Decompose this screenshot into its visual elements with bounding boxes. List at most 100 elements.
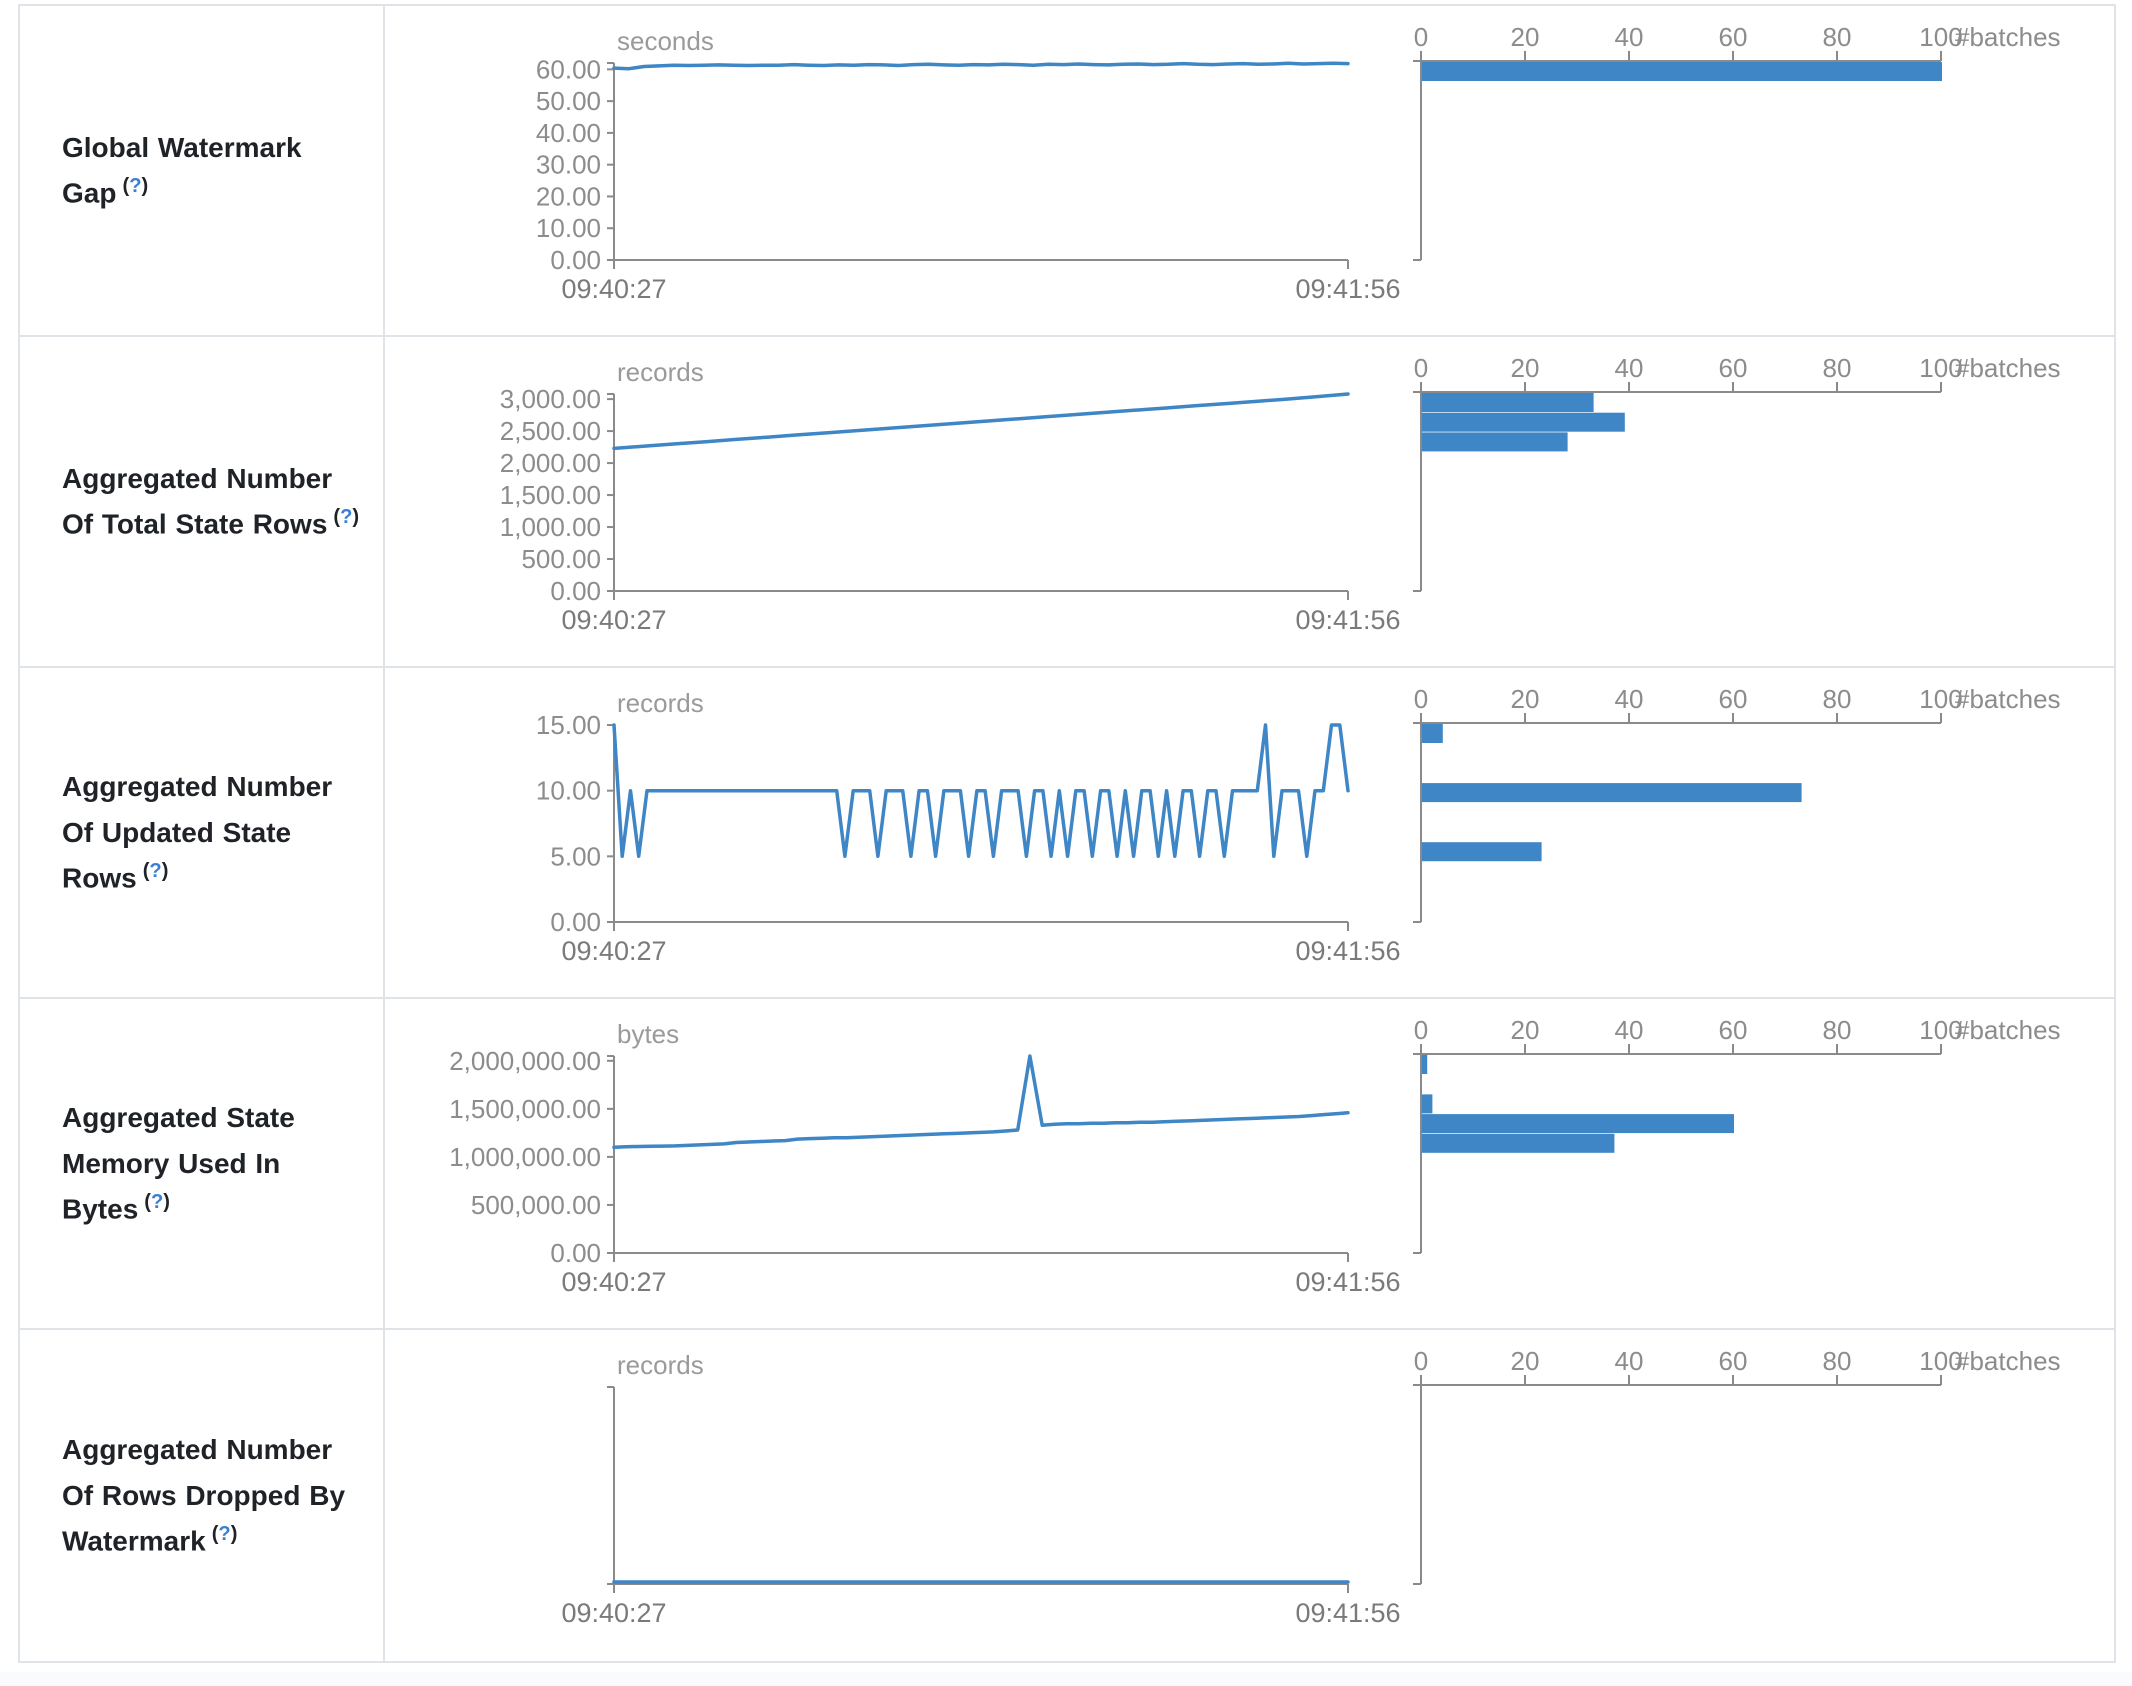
svg-text:2,500.00: 2,500.00 [500, 416, 601, 446]
svg-text:1,500,000.00: 1,500,000.00 [449, 1094, 601, 1124]
svg-text:records: records [617, 688, 704, 718]
svg-text:09:40:27: 09:40:27 [561, 936, 666, 966]
help-tooltip: (?) [144, 1191, 171, 1214]
chart-cell: records 15.00 10.00 5.00 0.00 09:40:27 09:41:5… [385, 668, 2114, 997]
svg-text:0: 0 [1414, 1346, 1428, 1376]
svg-text:20: 20 [1511, 1015, 1540, 1045]
svg-text:20.00: 20.00 [536, 181, 601, 211]
timeline-and-histogram-chart: records 09:40:27 09:41:56 0 20 40 60 80 100#batc… [561, 1346, 2061, 1628]
svg-text:60: 60 [1719, 353, 1748, 383]
svg-text:20: 20 [1511, 22, 1540, 52]
svg-text:#batches: #batches [1955, 1346, 2061, 1376]
svg-text:40: 40 [1615, 22, 1644, 52]
metric-label-cell: Global Watermark Gap (?) [20, 6, 385, 335]
svg-text:0: 0 [1414, 1015, 1428, 1045]
help-link[interactable]: ? [150, 1191, 164, 1214]
svg-text:100: 100 [1919, 684, 1962, 714]
svg-text:1,500.00: 1,500.00 [500, 480, 601, 510]
svg-text:20: 20 [1511, 353, 1540, 383]
timeline-and-histogram-chart: records3,000.002,500.002,000.001,500.001… [500, 353, 2061, 635]
svg-text:2,000,000.00: 2,000,000.00 [449, 1046, 601, 1076]
svg-text:0: 0 [1414, 353, 1428, 383]
svg-text:20: 20 [1511, 684, 1540, 714]
table-row: Aggregated Number Of Rows Dropped By Wat… [20, 1330, 2114, 1661]
help-link[interactable]: ? [340, 506, 353, 529]
svg-text:30.00: 30.00 [536, 150, 601, 180]
metric-label-text: Global Watermark Gap [62, 131, 302, 209]
metric-label: Aggregated Number Of Total State Rows (?) [62, 456, 363, 547]
table-row: Aggregated Number Of Total State Rows (?)… [20, 337, 2114, 668]
metric-label: Aggregated Number Of Updated State Rows(… [62, 764, 363, 900]
metric-label: Aggregated State Memory Used In Bytes (?) [62, 1095, 363, 1231]
svg-text:40.00: 40.00 [536, 118, 601, 148]
svg-text:80: 80 [1823, 684, 1852, 714]
svg-text:50.00: 50.00 [536, 86, 601, 116]
chart-cell: records 09:40:27 09:41:56 0 20 40 60 80 100 #batc… [385, 1330, 2114, 1661]
svg-text:5.00: 5.00 [550, 841, 601, 871]
svg-text:0: 0 [1414, 684, 1428, 714]
svg-text:0.00: 0.00 [550, 576, 601, 606]
svg-text:records: records [617, 1350, 704, 1380]
svg-text:09:40:27: 09:40:27 [561, 274, 666, 304]
chart-cell: bytes 2,000,000.00 1,500,000.00 1,000,000.0… [385, 999, 2114, 1328]
page-bottom-strip [0, 1672, 2132, 1686]
svg-text:80: 80 [1823, 1346, 1852, 1376]
svg-text:#batches: #batches [1955, 684, 2061, 714]
help-link[interactable]: ? [218, 1523, 231, 1546]
table-row: Aggregated Number Of Updated State Rows(… [20, 668, 2114, 999]
svg-text:#batches: #batches [1955, 1015, 2061, 1045]
chart-cell: records 3,000.00 2,500.00 2,000.00 1,500.00 1… [385, 337, 2114, 666]
svg-text:0: 0 [1414, 22, 1428, 52]
chart-cell: seconds 60.00 50.00 40.00 30.00 20.00 10.00 0.0… [385, 6, 2114, 335]
metric-label: Aggregated Number Of Rows Dropped By Wat… [62, 1427, 363, 1563]
svg-text:80: 80 [1823, 22, 1852, 52]
svg-text:100: 100 [1919, 353, 1962, 383]
svg-text:1,000.00: 1,000.00 [500, 512, 601, 542]
svg-text:0.00: 0.00 [550, 1238, 601, 1268]
svg-text:2,000.00: 2,000.00 [500, 448, 601, 478]
svg-text:500.00: 500.00 [521, 544, 601, 574]
svg-text:10.00: 10.00 [536, 776, 601, 806]
streaming-metrics-table: Global Watermark Gap (?) seconds 60.00 50.0… [18, 4, 2116, 1663]
svg-text:seconds: seconds [617, 26, 714, 56]
svg-text:60: 60 [1719, 22, 1748, 52]
svg-text:80: 80 [1823, 1015, 1852, 1045]
timeline-and-histogram-chart: seconds 60.0050.0040.0030.0020.0010.000.0… [536, 22, 2061, 304]
timeline-and-histogram-chart: bytes 2,000,000.00 1,500,000.00 1,000,000.0… [449, 1015, 2061, 1297]
metric-label-text: Aggregated State Memory Used In Bytes [62, 1102, 295, 1225]
svg-text:3,000.00: 3,000.00 [500, 384, 601, 414]
metric-label-cell: Aggregated Number Of Updated State Rows(… [20, 668, 385, 997]
svg-text:09:41:56: 09:41:56 [1295, 274, 1400, 304]
help-link[interactable]: ? [149, 860, 162, 883]
svg-text:40: 40 [1615, 1346, 1644, 1376]
metric-label: Global Watermark Gap (?) [62, 125, 363, 216]
svg-text:80: 80 [1823, 353, 1852, 383]
help-link[interactable]: ? [129, 175, 142, 198]
svg-text:10.00: 10.00 [536, 213, 601, 243]
metric-label-text: Aggregated Number Of Total State Rows [62, 462, 333, 540]
svg-text:500,000.00: 500,000.00 [471, 1190, 601, 1220]
svg-text:0.00: 0.00 [550, 907, 601, 937]
svg-text:60: 60 [1719, 1015, 1748, 1045]
svg-text:20: 20 [1511, 1346, 1540, 1376]
svg-text:09:41:56: 09:41:56 [1295, 605, 1400, 635]
svg-text:60: 60 [1719, 1346, 1748, 1376]
svg-text:40: 40 [1615, 1015, 1644, 1045]
svg-text:60: 60 [1719, 684, 1748, 714]
svg-text:40: 40 [1615, 353, 1644, 383]
table-row: Global Watermark Gap (?) seconds 60.00 50.0… [20, 6, 2114, 337]
help-tooltip: (?) [122, 175, 149, 198]
svg-text:records: records [617, 357, 704, 387]
svg-text:1,000,000.00: 1,000,000.00 [449, 1142, 601, 1172]
metric-label-text: Aggregated Number Of Updated State Rows [62, 771, 333, 894]
svg-text:40: 40 [1615, 684, 1644, 714]
svg-text:09:41:56: 09:41:56 [1295, 936, 1400, 966]
svg-text:bytes: bytes [617, 1019, 679, 1049]
table-row: Aggregated State Memory Used In Bytes (?)… [20, 999, 2114, 1330]
svg-text:09:41:56: 09:41:56 [1295, 1598, 1400, 1628]
svg-text:0.00: 0.00 [550, 245, 601, 275]
svg-text:100: 100 [1919, 1015, 1962, 1045]
metric-label-cell: Aggregated State Memory Used In Bytes (?) [20, 999, 385, 1328]
svg-text:100: 100 [1919, 1346, 1962, 1376]
